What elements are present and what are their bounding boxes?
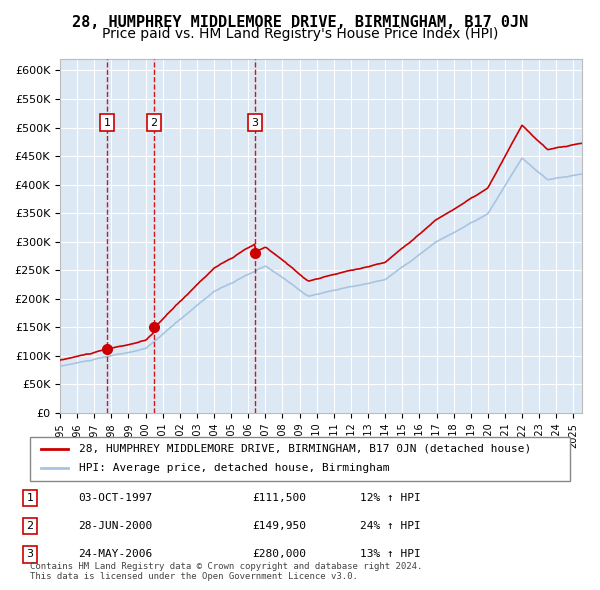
Text: 28-JUN-2000: 28-JUN-2000	[78, 521, 152, 531]
Text: HPI: Average price, detached house, Birmingham: HPI: Average price, detached house, Birm…	[79, 464, 389, 473]
Text: 24% ↑ HPI: 24% ↑ HPI	[360, 521, 421, 531]
Text: 2: 2	[151, 118, 158, 127]
Text: 12% ↑ HPI: 12% ↑ HPI	[360, 493, 421, 503]
Text: 1: 1	[26, 493, 34, 503]
Text: 28, HUMPHREY MIDDLEMORE DRIVE, BIRMINGHAM, B17 0JN (detached house): 28, HUMPHREY MIDDLEMORE DRIVE, BIRMINGHA…	[79, 444, 531, 454]
Text: 2: 2	[26, 521, 34, 531]
Text: Contains HM Land Registry data © Crown copyright and database right 2024.
This d: Contains HM Land Registry data © Crown c…	[30, 562, 422, 581]
Text: £280,000: £280,000	[252, 549, 306, 559]
Text: 3: 3	[251, 118, 258, 127]
Text: 3: 3	[26, 549, 34, 559]
Text: 24-MAY-2006: 24-MAY-2006	[78, 549, 152, 559]
Text: £149,950: £149,950	[252, 521, 306, 531]
Text: £111,500: £111,500	[252, 493, 306, 503]
FancyBboxPatch shape	[30, 437, 570, 481]
Text: Price paid vs. HM Land Registry's House Price Index (HPI): Price paid vs. HM Land Registry's House …	[102, 27, 498, 41]
Text: 03-OCT-1997: 03-OCT-1997	[78, 493, 152, 503]
Text: 28, HUMPHREY MIDDLEMORE DRIVE, BIRMINGHAM, B17 0JN: 28, HUMPHREY MIDDLEMORE DRIVE, BIRMINGHA…	[72, 15, 528, 30]
Text: 13% ↑ HPI: 13% ↑ HPI	[360, 549, 421, 559]
Text: 1: 1	[104, 118, 110, 127]
